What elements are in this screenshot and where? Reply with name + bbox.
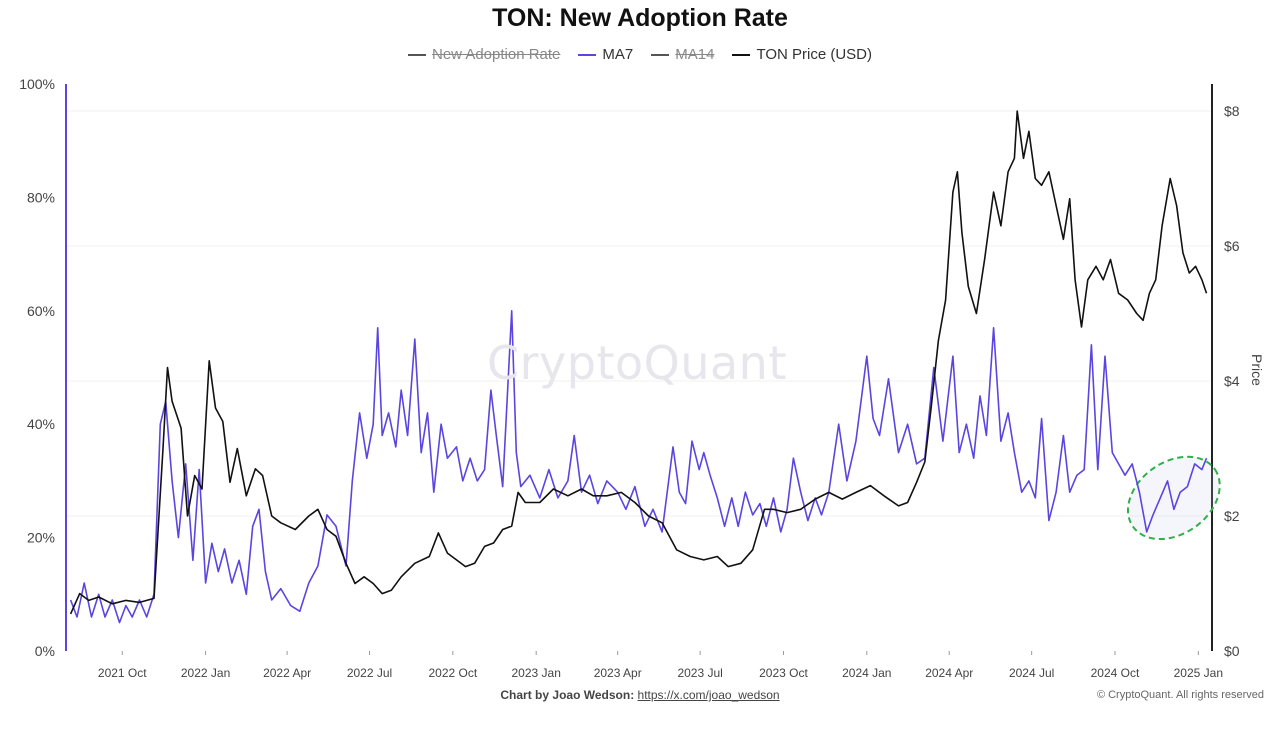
credit-link[interactable]: https://x.com/joao_wedson: [637, 688, 780, 702]
legend-swatch: [651, 53, 670, 56]
x-tick-label: 2023 Jul: [677, 666, 722, 680]
chart-title: TON: New Adoption Rate: [492, 4, 788, 32]
y-left-tick-label: 0%: [35, 643, 55, 659]
legend-label: MA7: [602, 46, 634, 63]
y-right-tick-label: $2: [1224, 508, 1240, 524]
legend-swatch: [407, 53, 426, 56]
ma7-line: [69, 310, 1208, 624]
legend-swatch: [578, 53, 597, 56]
y-right-tick-label: $0: [1224, 643, 1240, 659]
x-tick-label: 2022 Apr: [263, 666, 311, 680]
x-tick-label: 2022 Oct: [429, 666, 478, 680]
x-tick-label: 2023 Apr: [594, 666, 642, 680]
legend-item[interactable]: MA14: [651, 46, 714, 63]
y-left-tick-label: 40%: [27, 416, 55, 432]
ton-price-line: [69, 110, 1208, 615]
x-tick-label: 2021 Oct: [98, 666, 147, 680]
legend-item[interactable]: New Adoption Rate: [407, 46, 561, 63]
y-left-tick-label: 80%: [27, 189, 55, 205]
x-tick-label: 2023 Jan: [511, 666, 560, 680]
x-tick-label: 2022 Jul: [347, 666, 392, 680]
x-tick-label: 2024 Jul: [1009, 666, 1054, 680]
watermark: CryptoQuant: [487, 336, 787, 390]
legend-swatch: [732, 53, 751, 56]
y-left-tick-label: 100%: [19, 76, 55, 92]
y-right-tick-label: $8: [1224, 103, 1240, 119]
x-tick-label: 2022 Jan: [181, 666, 230, 680]
credit-label: Chart by Joao Wedson:: [500, 688, 635, 702]
annotation-ellipse: [1126, 455, 1221, 541]
y-right-tick-label: $6: [1224, 238, 1240, 254]
y-left-tick-label: 20%: [27, 530, 55, 546]
footer-credit: Chart by Joao Wedson: https://x.com/joao…: [0, 688, 1280, 702]
copyright: © CryptoQuant. All rights reserved: [1096, 689, 1264, 701]
legend-label: MA14: [675, 46, 715, 63]
legend-item[interactable]: TON Price (USD): [732, 46, 872, 63]
x-tick-label: 2024 Apr: [925, 666, 973, 680]
legend: New Adoption Rate MA7 MA14 TON Price (USD): [0, 46, 1280, 63]
legend-label: New Adoption Rate: [431, 46, 561, 63]
legend-label: TON Price (USD): [756, 46, 872, 63]
x-tick-label: 2024 Jan: [842, 666, 891, 680]
x-tick-label: 2025 Jan: [1174, 666, 1223, 680]
legend-item[interactable]: MA7: [578, 46, 633, 63]
y-right-axis-label: Price: [1249, 354, 1265, 386]
x-tick-label: 2024 Oct: [1091, 666, 1140, 680]
x-tick-label: 2023 Oct: [759, 666, 808, 680]
y-right-tick-label: $4: [1224, 373, 1240, 389]
y-left-tick-label: 60%: [27, 303, 55, 319]
